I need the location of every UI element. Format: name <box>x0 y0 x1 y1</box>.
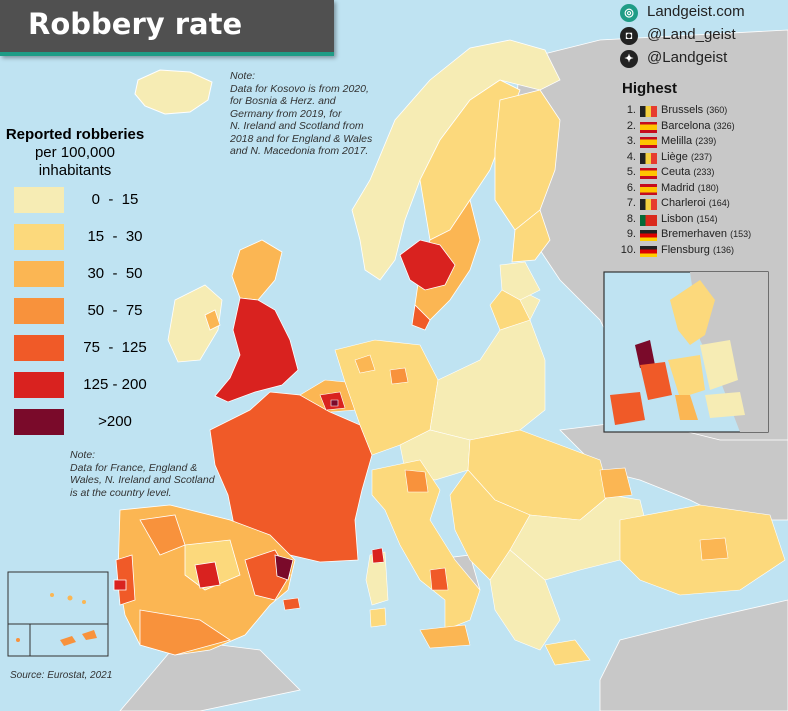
legend-title-line3: inhabitants <box>38 162 112 179</box>
legend-label: 125 - 200 <box>83 376 147 393</box>
note-country-level: Note: Data for France, England & Wales, … <box>70 449 215 499</box>
legend-swatch <box>14 409 64 435</box>
baltics <box>489 261 541 331</box>
social-link-text: @Landgeist <box>647 49 728 66</box>
ranking-number: 10. <box>620 243 636 256</box>
legend-swatch <box>14 372 64 398</box>
legend-swatch <box>14 187 64 213</box>
ranking-value: (136) <box>712 244 734 255</box>
twitter-icon: ✦ <box>620 50 638 68</box>
ranking-number: 8. <box>626 212 636 225</box>
legend-title: Reported robberies per 100,000 inhabitan… <box>0 126 150 180</box>
flag-icon <box>640 214 657 226</box>
highest-title: Highest <box>622 80 678 97</box>
ranking-city: Charleroi (164) <box>661 197 730 209</box>
balkans <box>449 467 786 666</box>
ranking-number: 9. <box>626 228 636 240</box>
social-link-text: @Land_geist <box>647 26 736 43</box>
british-isles <box>167 239 299 403</box>
ranking-city: Liège (237) <box>661 150 712 163</box>
legend-label: >200 <box>98 413 132 430</box>
flag-icon <box>640 152 657 164</box>
legend-title-line2: per 100,000 <box>34 144 116 161</box>
ranking-value: (233) <box>693 167 715 177</box>
ranking-value: (360) <box>706 105 728 115</box>
france <box>209 391 373 563</box>
flag-icon <box>640 230 657 241</box>
ranking-city: Ceuta (233) <box>661 166 715 178</box>
flag-icon <box>640 121 657 133</box>
ranking-city: Flensburg (136) <box>661 243 734 256</box>
flag-icon <box>640 106 657 117</box>
ranking-city: Lisbon (154) <box>661 212 718 225</box>
iberia <box>113 504 296 656</box>
ranking-city: Melilla (239) <box>661 135 717 147</box>
europe-overview-inset <box>603 271 769 433</box>
ranking-city: Barcelona (326) <box>661 119 735 132</box>
ranking-value: (164) <box>708 198 730 208</box>
flag-icon <box>640 137 657 148</box>
ranking-number: 5. <box>626 166 636 178</box>
flag-icon <box>640 199 657 210</box>
globe-icon: ◎ <box>620 4 638 22</box>
ranking-city: Brussels (360) <box>661 104 728 116</box>
mediterranean-islands <box>282 597 387 628</box>
source-note: Source: Eurostat, 2021 <box>10 670 113 681</box>
map-title: Robbery rate <box>28 7 243 41</box>
ranking-value: (154) <box>696 213 718 224</box>
ranking-number: 4. <box>626 150 636 163</box>
flag-icon <box>640 245 657 257</box>
flag-icon <box>640 168 657 179</box>
title-banner: Robbery rate <box>0 0 334 56</box>
ranking-city: Bremerhaven (153) <box>661 228 752 240</box>
legend-swatch <box>14 335 64 361</box>
social-link-text: Landgeist.com <box>647 3 745 20</box>
legend-label: 30 - 50 <box>87 265 143 282</box>
legend-swatch <box>14 224 64 250</box>
ranking-number: 6. <box>626 181 636 194</box>
iceland <box>134 69 213 115</box>
legend-swatch <box>14 261 64 287</box>
ranking-number: 2. <box>626 119 636 132</box>
legend-swatch <box>14 298 64 324</box>
ranking-value: (326) <box>713 120 735 131</box>
flag-icon <box>640 183 657 195</box>
legend-label: 50 - 75 <box>87 302 143 319</box>
legend-label: 75 - 125 <box>83 339 147 356</box>
note-data-years: Note: Data for Kosovo is from 2020, for … <box>230 70 373 157</box>
ranking-value: (239) <box>695 136 717 146</box>
ranking-city: Madrid (180) <box>661 181 719 194</box>
ranking-number: 3. <box>626 135 636 147</box>
ranking-value: (180) <box>697 182 719 193</box>
legend-label: 15 - 30 <box>87 228 143 245</box>
legend-title-line1: Reported robberies <box>5 126 145 143</box>
central-europe <box>299 289 611 521</box>
ranking-number: 7. <box>626 197 636 209</box>
ranking-value: (153) <box>730 229 752 239</box>
legend-label: 0 - 15 <box>91 191 139 208</box>
italy <box>365 459 481 649</box>
scandinavia <box>351 39 561 331</box>
canary-islands-inset <box>7 571 109 657</box>
ranking-number: 1. <box>626 104 636 116</box>
ranking-value: (237) <box>690 151 712 162</box>
instagram-icon: ◘ <box>620 27 638 45</box>
